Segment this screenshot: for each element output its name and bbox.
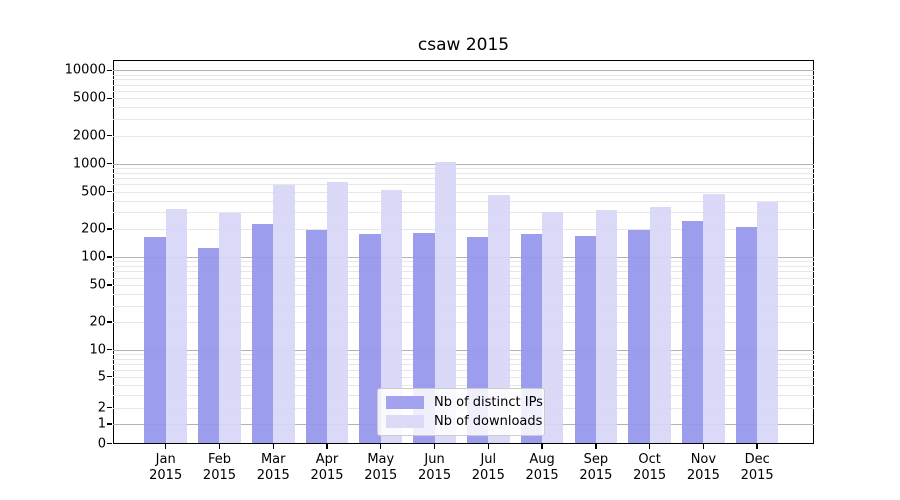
y-tick-mark-1000	[107, 162, 112, 165]
y-tick-label-50: 50	[89, 277, 106, 293]
x-tick-label-feb-2015: Feb 2015	[202, 451, 237, 484]
y-tick-mark-0	[107, 442, 112, 445]
y-tick-label-500: 500	[81, 184, 106, 200]
legend-item-distinct-ips: Nb of distinct IPs	[386, 394, 543, 411]
y-tick-label-10000: 10000	[64, 62, 106, 78]
bar-aug-2015-nb-of-downloads	[542, 212, 564, 444]
bar-jun-2015-nb-of-downloads	[434, 162, 456, 444]
bar-nov-2015-nb-of-downloads	[703, 193, 725, 444]
chart-title: csaw 2015	[417, 35, 510, 55]
x-tick-mark-oct-2015	[648, 444, 651, 449]
y-tick-label-2000: 2000	[72, 128, 106, 143]
bar-feb-2015-nb-of-downloads	[219, 213, 241, 444]
bar-apr-2015-nb-of-distinct-ips	[305, 229, 327, 444]
y-tick-mark-2	[107, 407, 112, 409]
x-tick-mark-jun-2015	[433, 444, 436, 449]
y-tick-label-2: 2	[97, 400, 106, 416]
x-tick-mark-jan-2015	[165, 444, 167, 449]
x-tick-label-may-2015: May 2015	[364, 451, 398, 484]
bar-nov-2015-nb-of-distinct-ips	[682, 220, 704, 444]
legend-swatch-distinct-ips	[386, 396, 424, 409]
y-tick-label-100: 100	[81, 249, 106, 265]
x-tick-label-apr-2015: Apr 2015	[310, 451, 344, 484]
y-tick-label-5000: 5000	[72, 90, 106, 106]
legend-label-distinct-ips: Nb of distinct IPs	[434, 395, 543, 410]
bar-jul-2015-nb-of-downloads	[488, 195, 510, 444]
bar-jan-2015-nb-of-distinct-ips	[144, 236, 166, 444]
x-tick-label-jun-2015: Jun 2015	[418, 451, 452, 484]
x-tick-label-sep-2015: Sep 2015	[579, 451, 613, 484]
bar-oct-2015-nb-of-distinct-ips	[628, 230, 650, 444]
bar-apr-2015-nb-of-downloads	[327, 182, 349, 444]
x-tick-mark-feb-2015	[218, 444, 221, 449]
y-tick-mark-1	[107, 423, 112, 425]
plot-area	[113, 60, 814, 444]
x-tick-label-aug-2015: Aug 2015	[525, 451, 559, 484]
y-tick-label-20: 20	[89, 314, 106, 330]
x-tick-label-oct-2015: Oct 2015	[633, 451, 667, 484]
y-tick-mark-200	[107, 228, 112, 230]
y-tick-label-1000: 1000	[72, 156, 106, 172]
y-tick-mark-5	[107, 376, 112, 378]
legend-label-downloads: Nb of downloads	[434, 414, 543, 429]
bar-sep-2015-nb-of-downloads	[595, 209, 618, 444]
bar-dec-2015-nb-of-distinct-ips	[735, 226, 758, 444]
bar-sep-2015-nb-of-distinct-ips	[574, 235, 596, 444]
x-tick-label-mar-2015: Mar 2015	[256, 451, 290, 484]
bar-mar-2015-nb-of-distinct-ips	[251, 223, 274, 444]
legend: Nb of distinct IPs Nb of downloads	[377, 388, 545, 436]
y-tick-mark-500	[107, 190, 112, 193]
y-tick-label-1: 1	[97, 416, 106, 432]
bar-mar-2015-nb-of-downloads	[273, 184, 295, 444]
x-tick-mark-jul-2015	[487, 444, 489, 449]
y-tick-label-5: 5	[97, 369, 106, 385]
bar-may-2015-nb-of-downloads	[380, 190, 403, 444]
bar-oct-2015-nb-of-downloads	[649, 207, 671, 444]
x-tick-label-jul-2015: Jul 2015	[471, 451, 505, 484]
y-tick-label-10: 10	[89, 342, 106, 358]
y-tick-label-200: 200	[81, 221, 106, 237]
x-tick-label-jan-2015: Jan 2015	[149, 451, 183, 484]
y-tick-mark-50	[107, 284, 112, 286]
legend-swatch-downloads	[386, 415, 424, 428]
x-tick-label-dec-2015: Dec 2015	[740, 451, 774, 484]
legend-item-downloads: Nb of downloads	[386, 413, 542, 430]
y-tick-mark-20	[107, 321, 112, 323]
x-tick-label-nov-2015: Nov 2015	[686, 451, 720, 484]
bar-dec-2015-nb-of-downloads	[757, 201, 779, 444]
y-tick-mark-100	[107, 256, 112, 258]
x-tick-mark-aug-2015	[541, 444, 543, 449]
y-tick-mark-10	[107, 349, 112, 351]
x-tick-mark-may-2015	[380, 444, 382, 449]
x-tick-mark-nov-2015	[702, 444, 705, 449]
bar-feb-2015-nb-of-distinct-ips	[198, 247, 220, 444]
x-tick-mark-dec-2015	[756, 444, 758, 449]
y-tick-mark-10000	[107, 69, 112, 71]
x-tick-mark-mar-2015	[272, 444, 274, 449]
y-tick-mark-2000	[107, 134, 112, 137]
bar-jan-2015-nb-of-downloads	[165, 208, 187, 444]
y-tick-label-0: 0	[97, 436, 106, 451]
bar-may-2015-nb-of-distinct-ips	[359, 234, 381, 444]
y-tick-mark-5000	[107, 97, 112, 100]
x-tick-mark-sep-2015	[595, 444, 597, 449]
x-tick-mark-apr-2015	[326, 444, 328, 449]
